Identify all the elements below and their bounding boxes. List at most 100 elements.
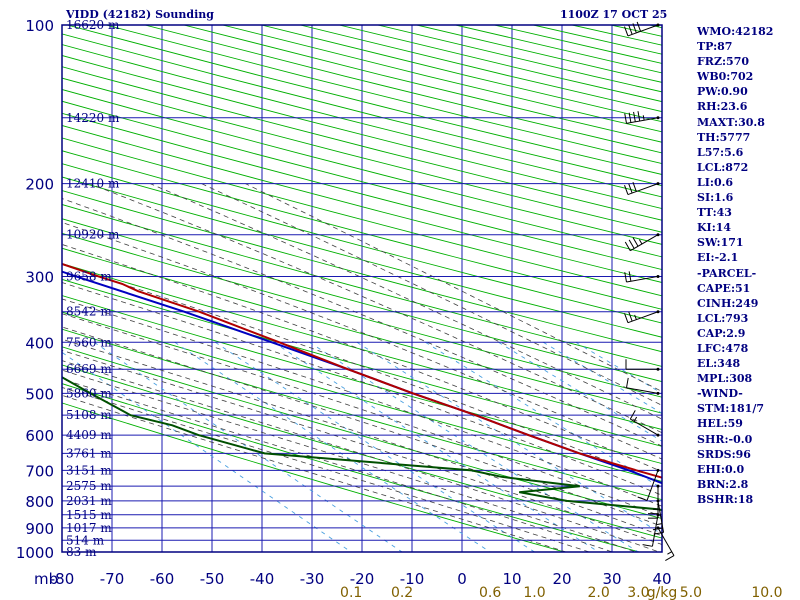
height-label: 4409 m: [66, 428, 112, 442]
mixing-ratio-label: 1.0: [523, 585, 545, 600]
mixing-ratio-label: 0.1: [340, 585, 362, 600]
wind-barb: [642, 513, 660, 547]
wind-barb: [637, 468, 660, 501]
moist-adiabat: [62, 349, 662, 545]
mixing-ratio-label: 2.0: [588, 585, 610, 600]
pressure-tick-label: 700: [25, 462, 54, 480]
barb-base: [656, 484, 660, 488]
station-title: VIDD (42182) Sounding: [66, 8, 214, 21]
barb-half: [667, 551, 673, 555]
barb-flag: [624, 241, 631, 251]
mixing-ratio-line: [356, 341, 662, 535]
barb-staff: [627, 24, 659, 37]
mixing-ratio-line: [273, 341, 600, 552]
wind-barb: [624, 233, 660, 252]
stat-item: BRN:2.8: [697, 477, 749, 491]
temperature-tick-label: -20: [350, 570, 375, 588]
barb-half: [656, 523, 663, 525]
stat-item: EL:348: [697, 357, 741, 371]
dry-adiabat: [62, 295, 662, 465]
height-label: 5108 m: [66, 408, 112, 422]
barb-flag: [632, 181, 637, 192]
stat-item: WB0:702: [697, 70, 754, 84]
stat-item: RH:23.6: [697, 100, 748, 114]
height-label: 1515 m: [66, 508, 112, 522]
moist-adiabat: [62, 369, 638, 552]
stat-item: BSHR:18: [697, 492, 754, 506]
stat-item: LI:0.6: [697, 175, 734, 189]
barb-flag: [653, 531, 664, 535]
moist-adiabat: [62, 244, 662, 473]
height-label: 6669 m: [66, 362, 112, 376]
barb-flag: [624, 26, 629, 37]
stat-item: CINH:249: [697, 296, 759, 310]
dry-adiabat: [62, 263, 662, 430]
dry-adiabat: [62, 204, 662, 367]
plot-area: [62, 25, 662, 552]
barb-staff: [657, 500, 665, 533]
temperature-tick-label: -60: [150, 570, 175, 588]
barb-flag: [632, 237, 639, 247]
stat-item: CAPE:51: [697, 281, 751, 295]
stat-item: SI:1.6: [697, 191, 734, 205]
height-label: 3761 m: [66, 446, 112, 460]
dry-adiabat: [62, 190, 662, 353]
dry-adiabat: [62, 364, 662, 539]
dewpoint-trace: [62, 376, 662, 512]
mixing-ratio-label: 10.0: [751, 585, 782, 600]
stat-item: MPL:308: [697, 372, 753, 386]
stat-item: LCL:872: [697, 160, 749, 174]
barb-staff: [627, 183, 659, 196]
barb-staff: [626, 275, 659, 283]
barb-flag: [628, 24, 633, 35]
mixing-ratio-label: 3.0: [627, 585, 649, 600]
barb-flag: [632, 23, 637, 34]
barb-staff: [626, 387, 659, 394]
stat-item: KI:14: [697, 221, 732, 235]
dry-adiabat: [62, 176, 662, 338]
barb-half: [634, 314, 637, 320]
pressure-tick-label: 200: [25, 176, 54, 194]
moist-adiabat: [62, 198, 662, 447]
dry-adiabat: [62, 89, 662, 245]
barb-flag: [628, 112, 632, 123]
height-label: 2031 m: [66, 494, 112, 508]
temperature-tick-label: -10: [400, 570, 425, 588]
pressure-unit-label: mb: [34, 570, 58, 588]
height-label: 3151 m: [66, 463, 112, 477]
dry-adiabat: [62, 150, 662, 310]
temperature-tick-label: -80: [50, 570, 75, 588]
height-label: 83 m: [66, 545, 97, 559]
dry-adiabat: [62, 232, 662, 398]
dry-adiabat: [62, 137, 662, 297]
barb-base: [656, 526, 660, 530]
mixing-ratio-label: 0.6: [479, 585, 501, 600]
height-label: 16620 m: [66, 18, 120, 32]
barb-base: [656, 274, 660, 278]
barb-flag: [636, 21, 642, 32]
height-label: 1017 m: [66, 521, 112, 535]
barb-base: [656, 499, 660, 503]
pressure-tick-label: 600: [25, 427, 54, 445]
temperature-tick-label: 30: [602, 570, 621, 588]
height-label: 9658 m: [66, 269, 112, 283]
temperature-tick-label: -40: [250, 570, 275, 588]
stat-item: -PARCEL-: [697, 266, 757, 280]
moist-adiabat: [62, 222, 662, 460]
barb-flag: [637, 496, 648, 501]
barb-flag: [665, 555, 675, 562]
barb-half: [638, 239, 643, 245]
moist-adiabat: [62, 298, 662, 507]
mixing-ratio-line: [215, 341, 536, 552]
barb-staff: [630, 234, 659, 252]
wind-barbs: [624, 21, 675, 562]
dry-adiabat: [62, 402, 567, 552]
barb-flag: [624, 113, 627, 124]
temperature-trace: [62, 262, 662, 479]
temperature-tick-label: 10: [502, 570, 521, 588]
barb-flag: [628, 311, 633, 322]
wind-barb: [629, 410, 660, 437]
stat-item: SRDS:96: [697, 447, 751, 461]
plot-frame: [61, 24, 663, 553]
